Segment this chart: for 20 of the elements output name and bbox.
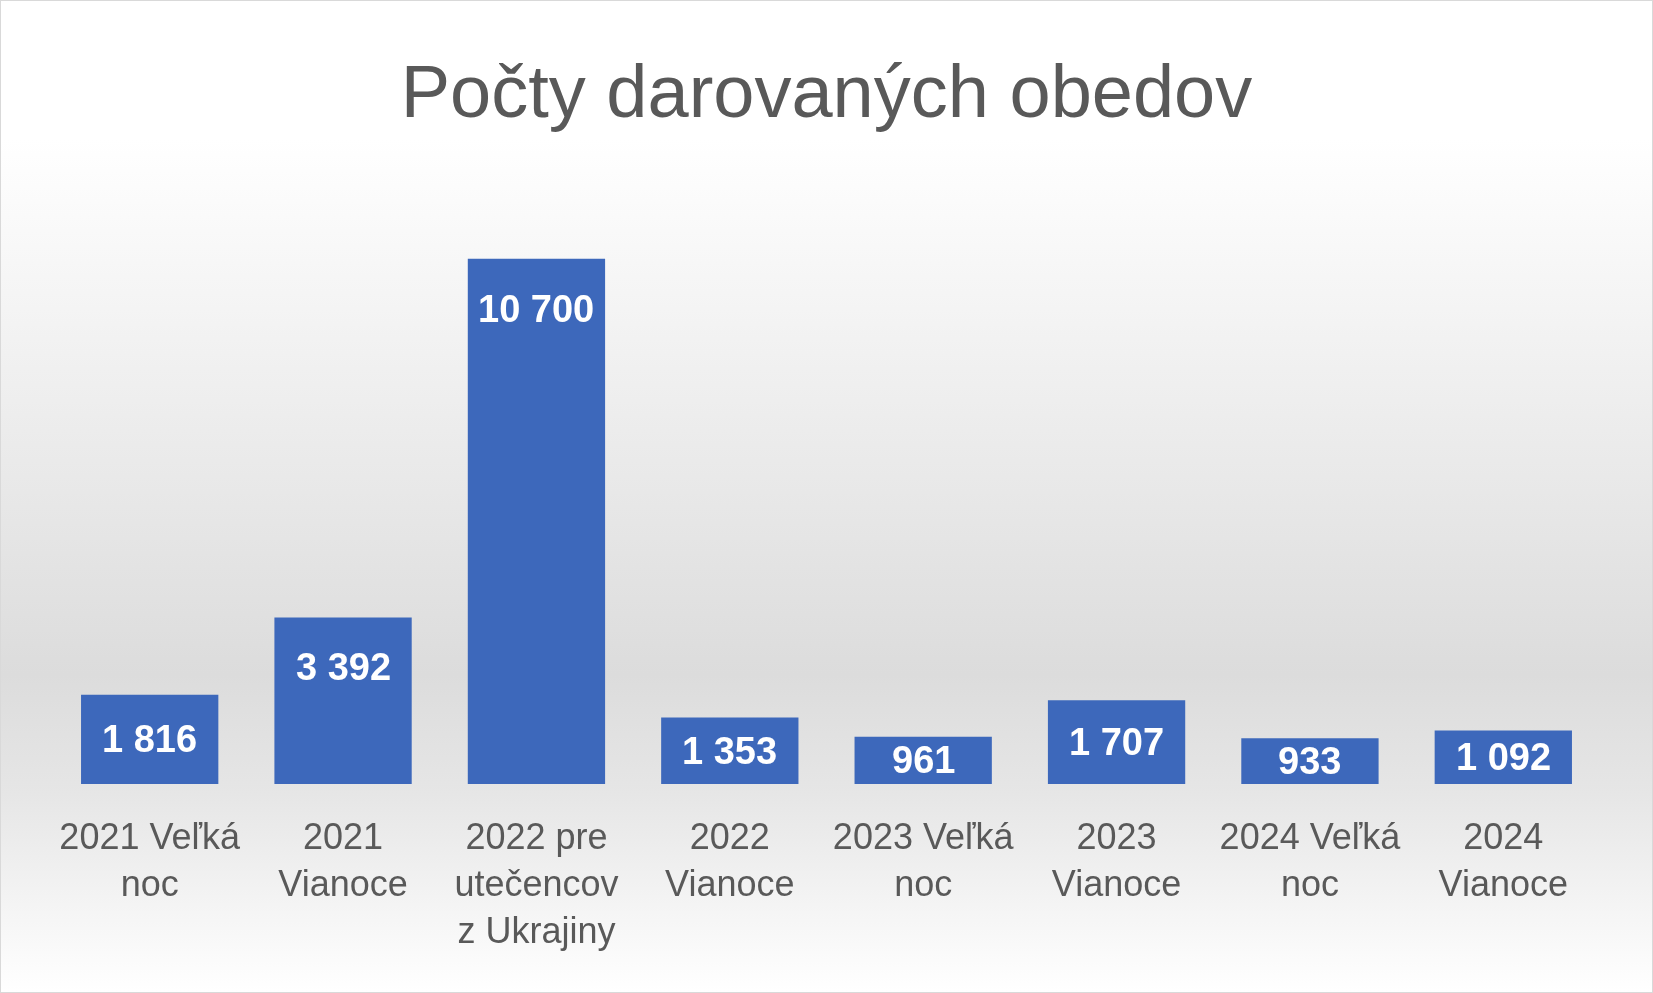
bar — [467, 258, 606, 784]
data-label: 1 816 — [102, 718, 198, 760]
data-label: 1 092 — [1456, 736, 1552, 778]
x-tick-label: 2023 Vianoce — [1051, 816, 1182, 904]
bar — [1047, 700, 1186, 784]
x-tick-label: 2024 Vianoce — [1438, 816, 1569, 904]
bar — [274, 617, 412, 784]
x-tick-label: 2022 pre utečencov z Ukrajiny — [454, 816, 619, 951]
data-label: 933 — [1278, 740, 1342, 782]
data-label: 961 — [892, 739, 956, 781]
x-tick-label: 2023 Veľká noc — [832, 816, 1015, 904]
data-label: 1 707 — [1069, 721, 1165, 763]
chart-title: Počty darovaných obedov — [400, 50, 1253, 134]
x-tick-label: 2022 Vianoce — [665, 816, 795, 904]
x-tick-label: 2024 Veľká noc — [1219, 816, 1402, 904]
data-label: 10 700 — [478, 288, 595, 330]
data-label: 1 353 — [682, 730, 778, 772]
x-tick-label: 2021 Vianoce — [278, 816, 408, 904]
x-tick-label: 2021 Veľká noc — [59, 816, 241, 904]
data-label: 3 392 — [296, 646, 392, 688]
